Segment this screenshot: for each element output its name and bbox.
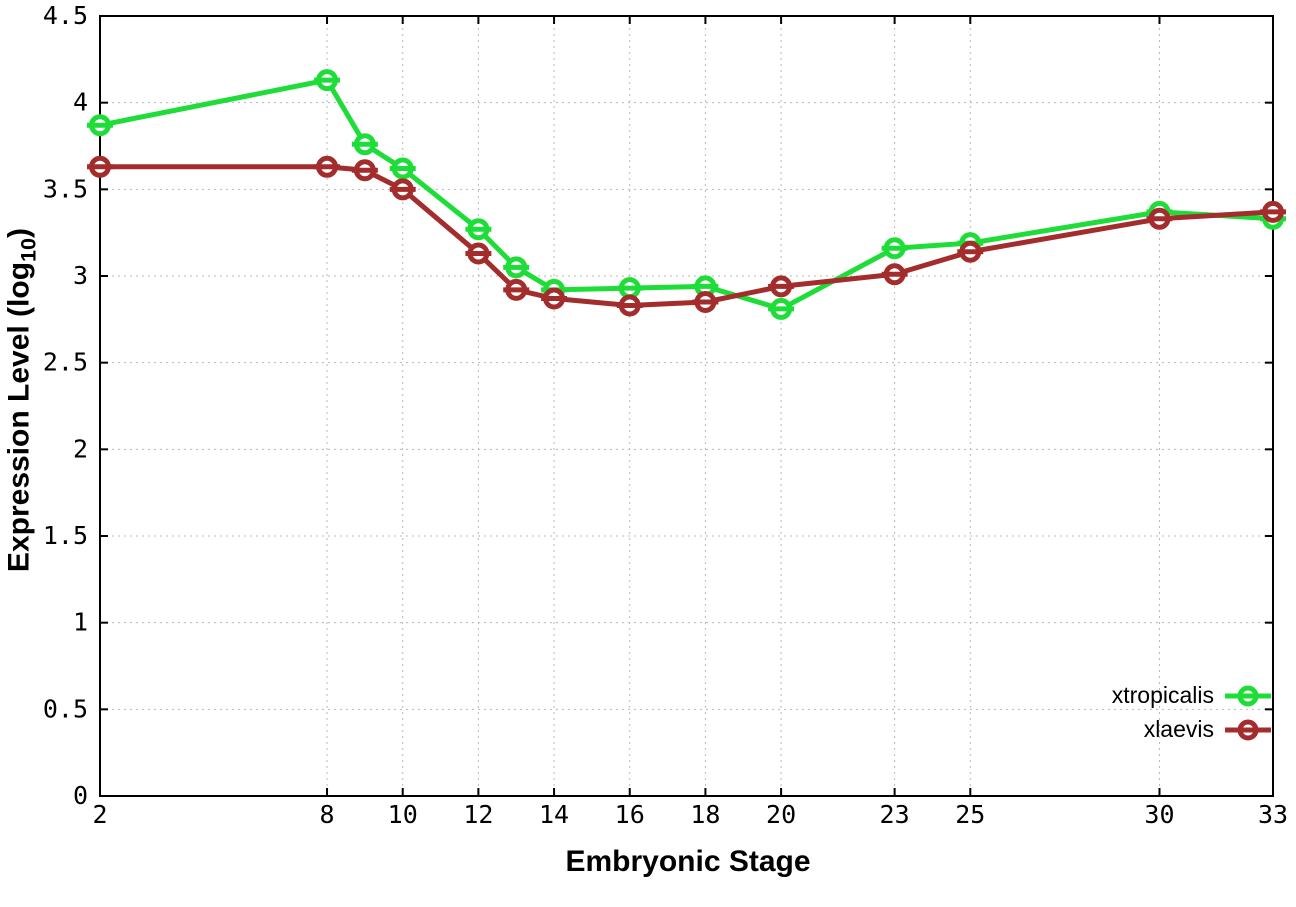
legend: xtropicalis xlaevis xyxy=(1112,682,1272,743)
legend-item-xtropicalis: xtropicalis xyxy=(1112,682,1272,709)
series-line-xtropicalis xyxy=(97,77,1276,312)
y-tick-label: 3 xyxy=(73,261,88,290)
xtropicalis-key-icon xyxy=(1225,685,1271,706)
y-axis-label-text: Expression Level (log xyxy=(2,261,36,573)
y-tick-label: 1 xyxy=(73,608,88,637)
y-tick-label: 0.5 xyxy=(43,694,88,723)
x-tick-label: 33 xyxy=(1258,800,1288,829)
y-tick-label: 0 xyxy=(73,781,88,810)
x-tick-label: 14 xyxy=(539,800,569,829)
x-tick-label: 23 xyxy=(880,800,910,829)
y-tick-label: 4 xyxy=(73,88,88,117)
xlaevis-key-icon xyxy=(1225,719,1271,740)
x-axis-label: Embryonic Stage xyxy=(565,845,811,878)
plot-frame xyxy=(99,15,1274,797)
x-tick-label: 18 xyxy=(690,800,720,829)
x-tick-label: 30 xyxy=(1144,800,1174,829)
y-tick-label: 1.5 xyxy=(43,521,88,550)
x-tick-label: 12 xyxy=(463,800,493,829)
x-tick-label: 10 xyxy=(388,800,418,829)
y-tick-label: 4.5 xyxy=(43,1,88,30)
x-tick-label: 16 xyxy=(615,800,645,829)
x-tick-label: 2 xyxy=(92,800,107,829)
y-axis-label: Expression Level (log10) xyxy=(3,228,42,572)
y-tick-label: 2 xyxy=(73,434,88,463)
legend-item-xlaevis: xlaevis xyxy=(1144,716,1272,743)
y-tick-label: 3.5 xyxy=(43,174,88,203)
y-tick-label: 2.5 xyxy=(43,348,88,377)
y-axis-label-subscript: 10 xyxy=(15,237,41,262)
x-tick-label: 20 xyxy=(766,800,796,829)
legend-label-xtropicalis: xtropicalis xyxy=(1111,682,1214,708)
x-tick-label: 8 xyxy=(320,800,335,829)
y-axis-label-close: ) xyxy=(2,227,36,238)
legend-label-xlaevis: xlaevis xyxy=(1143,716,1214,742)
x-tick-label: 25 xyxy=(955,800,985,829)
